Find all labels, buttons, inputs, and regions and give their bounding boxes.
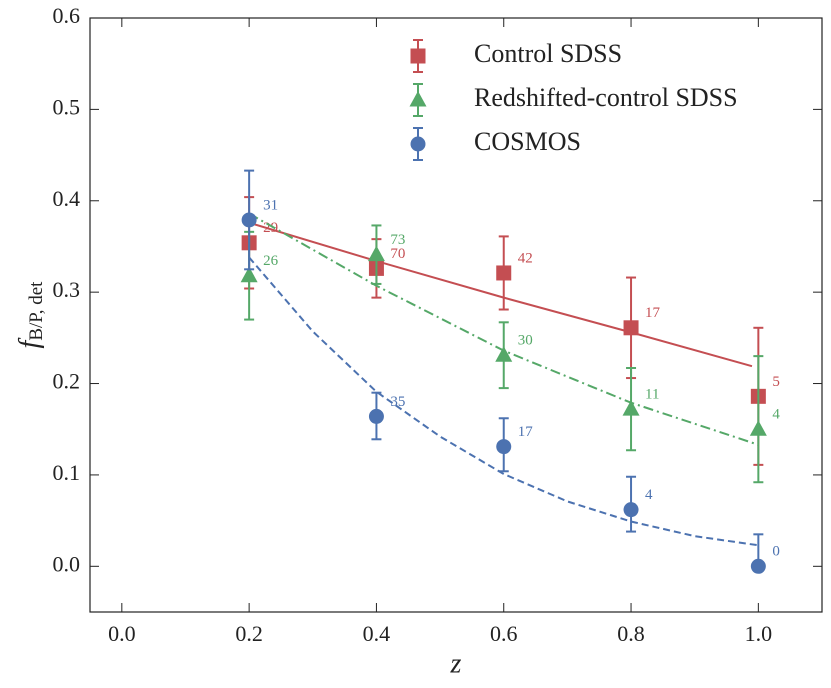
y-axis-label-sub: B/P, det <box>26 281 47 341</box>
legend-marker <box>409 91 427 107</box>
count-label: 17 <box>645 305 661 321</box>
x-axis-label: z <box>450 648 462 679</box>
y-tick-label: 0.3 <box>53 277 81 302</box>
count-label: 70 <box>390 246 405 262</box>
y-tick-label: 0.5 <box>53 94 81 119</box>
legend-marker <box>410 136 426 152</box>
y-tick-label: 0.2 <box>53 369 81 394</box>
count-label: 73 <box>390 232 405 248</box>
count-label: 26 <box>263 253 279 269</box>
count-label: 31 <box>263 197 278 213</box>
count-label: 0 <box>772 544 780 560</box>
y-tick-label: 0.1 <box>53 460 81 485</box>
y-axis-label: fB/P, det <box>14 281 47 349</box>
fit-line <box>248 256 759 547</box>
legend-marker <box>410 48 426 64</box>
count-label: 4 <box>645 487 653 503</box>
data-point <box>368 408 384 424</box>
x-tick-label: 0.8 <box>617 621 645 646</box>
data-point <box>622 400 640 416</box>
x-tick-label: 0.0 <box>108 621 136 646</box>
count-label: 17 <box>518 424 534 440</box>
x-tick-label: 1.0 <box>745 621 773 646</box>
x-tick-label: 0.2 <box>235 621 263 646</box>
data-point <box>623 502 639 518</box>
legend-label: Redshifted-control SDSS <box>474 83 738 112</box>
count-label: 11 <box>645 387 659 403</box>
y-axis-label-main: f <box>14 337 45 348</box>
fit-line <box>248 221 753 368</box>
data-point <box>749 420 767 436</box>
legend-label: COSMOS <box>474 127 581 156</box>
data-point <box>750 558 766 574</box>
x-tick-label: 0.6 <box>490 621 518 646</box>
count-label: 35 <box>390 394 405 410</box>
data-point <box>495 346 513 362</box>
x-tick-label: 0.4 <box>363 621 391 646</box>
plot-frame <box>89 17 823 613</box>
data-point <box>367 245 385 262</box>
y-tick-label: 0.0 <box>53 551 81 576</box>
legend-label: Control SDSS <box>474 39 622 68</box>
count-label: 30 <box>518 333 533 349</box>
data-point <box>623 320 639 336</box>
count-label: 29 <box>263 220 278 236</box>
y-tick-label: 0.6 <box>53 3 81 28</box>
data-point <box>241 212 257 228</box>
data-point <box>240 266 258 283</box>
data-point <box>496 439 512 455</box>
data-point <box>496 265 512 281</box>
count-label: 5 <box>772 374 780 390</box>
y-tick-label: 0.4 <box>53 186 81 211</box>
count-label: 4 <box>772 407 780 423</box>
count-label: 42 <box>518 250 533 266</box>
